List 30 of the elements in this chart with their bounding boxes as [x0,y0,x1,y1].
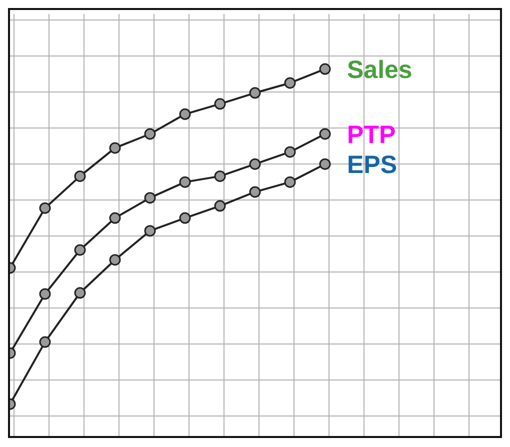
point [249,158,261,170]
point [284,176,296,188]
point [179,108,191,120]
point [319,63,331,75]
point [109,142,121,154]
series-label: EPS [347,151,398,180]
point [39,336,51,348]
point [249,87,261,99]
point [39,288,51,300]
point [74,244,86,256]
point [319,158,331,170]
point [144,128,156,140]
point [39,202,51,214]
point [319,128,331,140]
point [214,170,226,182]
point [144,192,156,204]
point [214,200,226,212]
point [109,254,121,266]
series-label: PTP [347,120,396,149]
point [214,98,226,110]
point [179,176,191,188]
point [144,225,156,237]
point [179,212,191,224]
point [74,287,86,299]
point [284,77,296,89]
series-label: Sales [347,56,412,84]
point [74,170,86,182]
point [249,186,261,198]
point [109,212,121,224]
point [284,146,296,158]
